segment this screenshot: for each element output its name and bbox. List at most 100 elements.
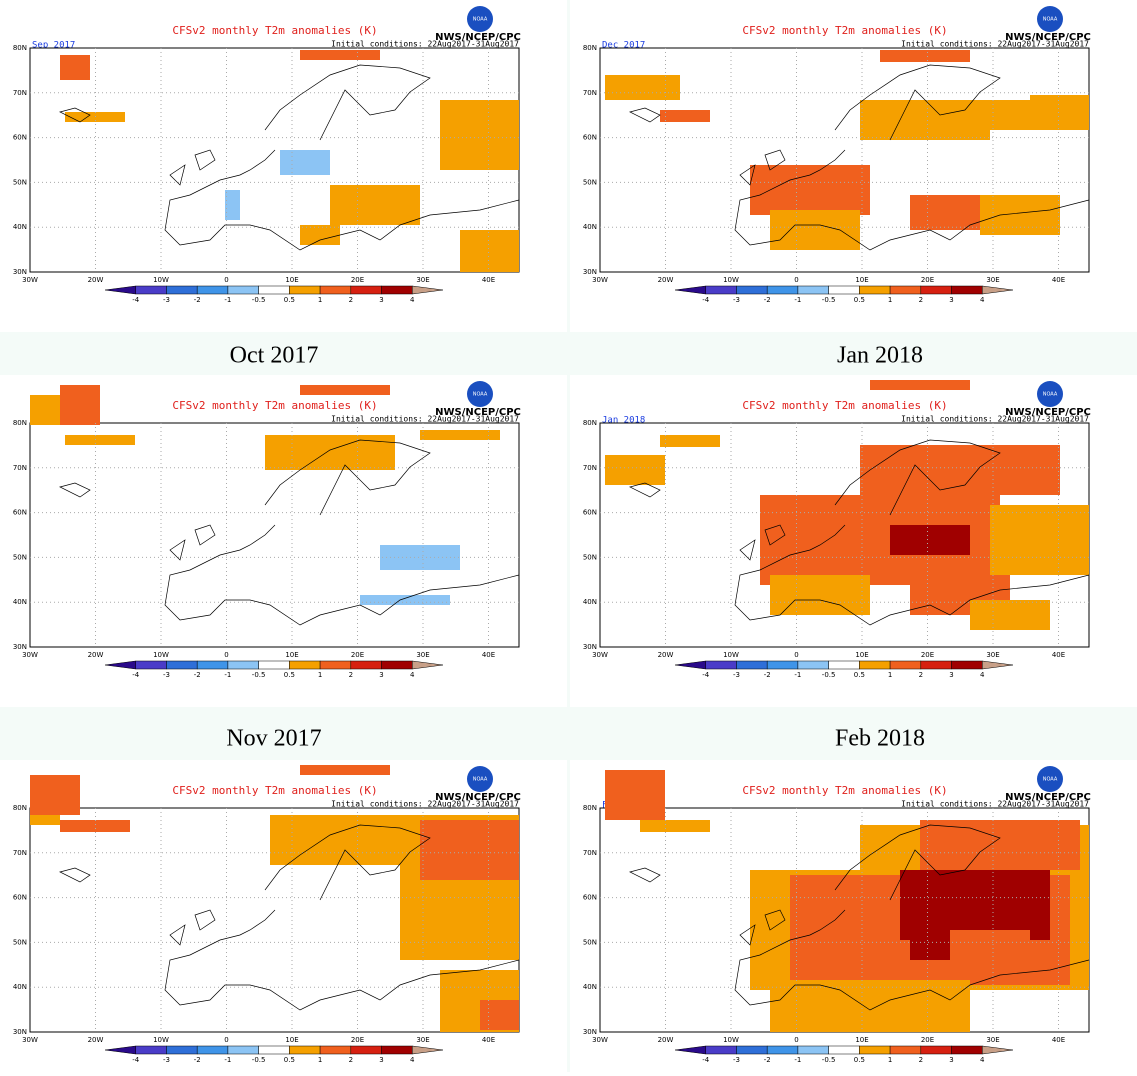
map-area — [29, 47, 520, 273]
lon-label: 0 — [224, 1036, 228, 1044]
initial-conditions: Initial conditions: 22Aug2017-31Aug2017 — [331, 415, 519, 424]
credit: NWS/NCEP/CPC — [435, 32, 521, 43]
colorbar-label: -3 — [163, 296, 170, 304]
colorbar-label: 0.5 — [854, 671, 865, 679]
colorbar-label: 0.5 — [854, 1056, 865, 1064]
colorbar-end — [412, 285, 444, 295]
colorbar-label: -0.5 — [252, 671, 266, 679]
colorbar-segment — [227, 285, 259, 295]
colorbar-label: 3 — [949, 296, 953, 304]
colorbar-label: 4 — [410, 671, 415, 679]
anomaly-area — [360, 595, 450, 605]
colorbar-segment — [859, 1045, 891, 1055]
colorbar-label: 4 — [980, 671, 985, 679]
colorbar-segment — [920, 660, 952, 670]
anomaly-area — [770, 210, 860, 250]
colorbar-segment — [258, 1045, 290, 1055]
lon-label: 10E — [855, 276, 868, 284]
anomaly-area — [640, 820, 710, 832]
logo-text: NOAA — [1043, 392, 1058, 398]
lat-label: 70N — [13, 849, 27, 857]
lat-label: 40N — [583, 983, 597, 991]
lat-label: 60N — [13, 894, 27, 902]
lon-label: 20E — [921, 276, 934, 284]
lon-label: 40E — [482, 276, 495, 284]
lon-label: 20W — [88, 1036, 104, 1044]
lon-label: 30W — [592, 276, 608, 284]
colorbar-segment — [319, 1045, 352, 1055]
colorbar-label: -2 — [194, 671, 201, 679]
lat-label: 40N — [583, 598, 597, 606]
anomaly-area — [970, 600, 1050, 630]
colorbar-segment — [258, 660, 290, 670]
colorbar-label: -4 — [702, 671, 710, 679]
colorbar-segment — [166, 660, 198, 670]
lon-label: 40E — [1052, 651, 1065, 659]
anomaly-area — [605, 75, 680, 100]
anomaly-area — [270, 815, 410, 865]
colorbar-segment — [196, 1045, 229, 1055]
map-panel: CFSv2 monthly T2m anomalies (K) NOAA NWS/N… — [0, 760, 567, 1072]
noaa-logo — [467, 381, 493, 407]
colorbar-segment — [920, 1045, 952, 1055]
anomaly-area — [30, 775, 80, 815]
anomaly-area — [60, 385, 100, 425]
colorbar-label: -3 — [733, 296, 740, 304]
map-panel: CFSv2 monthly T2m anomalies (K) NOAA NWS/N… — [570, 760, 1137, 1072]
panel-title: CFSv2 monthly T2m anomalies (K) — [172, 784, 377, 797]
noaa-logo — [1037, 381, 1063, 407]
colorbar-label: -3 — [733, 1056, 740, 1064]
lat-label: 70N — [13, 464, 27, 472]
colorbar-segment — [736, 1045, 768, 1055]
lon-label: 20W — [88, 276, 104, 284]
lon-label: 30W — [592, 651, 608, 659]
lat-label: 30N — [583, 643, 597, 651]
colorbar-label: 2 — [919, 296, 923, 304]
panel-title: CFSv2 monthly T2m anomalies (K) — [172, 24, 377, 37]
colorbar-segment — [828, 660, 860, 670]
colorbar-segment — [828, 285, 860, 295]
credit: NWS/NCEP/CPC — [435, 792, 521, 803]
lat-label: 60N — [13, 134, 27, 142]
colorbar-segment — [381, 285, 413, 295]
colorbar-segment — [766, 1045, 799, 1055]
colorbar-segment — [350, 660, 382, 670]
colorbar-label: -0.5 — [822, 671, 836, 679]
colorbar-label: -0.5 — [252, 1056, 266, 1064]
colorbar-end — [982, 285, 1014, 295]
lon-label: 10W — [723, 1036, 739, 1044]
lon-label: 10E — [285, 1036, 298, 1044]
colorbar-label: -1 — [794, 1056, 801, 1064]
lon-label: 20W — [88, 651, 104, 659]
colorbar-label: -2 — [194, 296, 201, 304]
map-panel: CFSv2 monthly T2m anomalies (K) NOAA NWS/N… — [570, 0, 1137, 332]
lon-label: 30E — [416, 276, 429, 284]
colorbar-label: 2 — [919, 1056, 923, 1064]
anomaly-area — [265, 435, 395, 470]
lon-label: 40E — [482, 1036, 495, 1044]
colorbar-segment — [828, 1045, 860, 1055]
colorbar-label: 1 — [318, 1056, 322, 1064]
colorbar-segment — [951, 285, 983, 295]
lat-label: 30N — [583, 268, 597, 276]
colorbar-label: 0.5 — [854, 296, 865, 304]
colorbar-segment — [736, 660, 768, 670]
initial-conditions: Initial conditions: 22Aug2017-31Aug2017 — [901, 800, 1089, 809]
lon-label: 20E — [351, 1036, 364, 1044]
credit: NWS/NCEP/CPC — [1005, 792, 1091, 803]
lat-label: 80N — [13, 804, 27, 812]
colorbar-segment — [319, 660, 352, 670]
anomaly-area — [605, 770, 665, 820]
colorbar-label: 1 — [318, 671, 322, 679]
lon-label: 20E — [921, 1036, 934, 1044]
anomaly-area — [950, 930, 1030, 960]
panel-caption: Nov 2017 — [226, 726, 321, 752]
anomaly-area — [30, 815, 60, 825]
lon-label: 30E — [986, 1036, 999, 1044]
noaa-logo — [467, 766, 493, 792]
lon-label: 10E — [855, 651, 868, 659]
colorbar-label: 0.5 — [284, 1056, 295, 1064]
colorbar-segment — [258, 285, 290, 295]
anomaly-area — [60, 55, 90, 80]
colorbar-label: -2 — [764, 1056, 771, 1064]
